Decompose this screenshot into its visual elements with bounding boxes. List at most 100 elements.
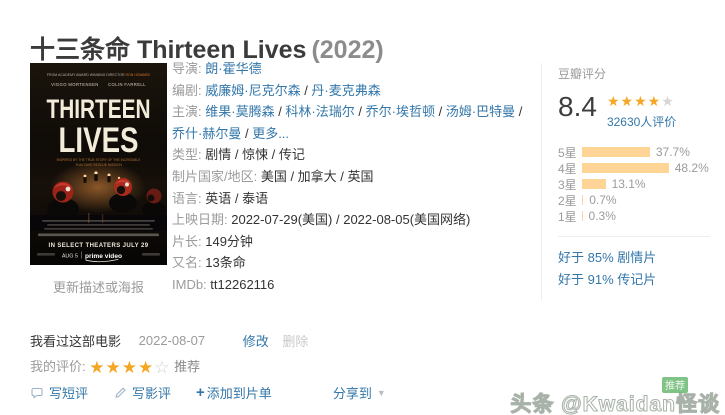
info-text: / (241, 125, 253, 141)
write-review-label: 写影评 (132, 386, 172, 401)
my-rating-label: 我的评价: (30, 359, 86, 374)
info-label: 编剧: (172, 82, 206, 98)
info-link[interactable]: 乔什·赫尔曼 (172, 125, 242, 141)
update-poster-link[interactable]: 更新描述或海报 (52, 280, 144, 295)
info-text: / (354, 104, 366, 120)
my-status-line: 我看过这部电影 2022-08-07 修改 删除 (30, 331, 308, 350)
info-link[interactable]: 更多... (252, 125, 290, 141)
info-link[interactable]: 科林·法瑞尔 (285, 104, 355, 120)
info-label: 制片国家/地区: (172, 168, 261, 184)
info-row: 语言: 英语 / 泰语 (172, 188, 532, 210)
info-row: 导演: 朗·霍华德 (172, 58, 532, 80)
edit-link[interactable]: 修改 (242, 334, 269, 349)
hist-bar (582, 147, 650, 157)
hist-pct: 48.2% (674, 161, 709, 175)
star-full-icon: ★ (121, 358, 138, 377)
svg-text:AUG 5: AUG 5 (62, 254, 78, 260)
rating-panel: 豆瓣评分 8.4 ★★★★★ 32630人评价 5星 37.7% 4星 48.2% 3星… (541, 63, 725, 301)
info-row: 又名: 13条命 (172, 252, 532, 274)
info-link[interactable]: 朗·霍华德 (205, 61, 262, 76)
hist-pct: 13.1% (611, 177, 646, 191)
info-link[interactable]: 乔尔·埃哲顿 (365, 104, 435, 120)
info-text: tt12262116 (210, 276, 275, 292)
info-row: 上映日期: 2022-07-29(美国) / 2022-08-05(美国网络) (172, 209, 532, 231)
info-text: 美国 / 加拿大 / 英国 (260, 168, 374, 184)
share-button[interactable]: 分享到 ▼ (333, 383, 386, 402)
rating-stars: ★★★★★ (607, 94, 676, 108)
write-short-review-label: 写短评 (49, 386, 89, 401)
info-text: 2022-07-29(美国) / 2022-08-05(美国网络) (231, 212, 471, 228)
delete-link[interactable]: 删除 (282, 334, 309, 349)
movie-year: (2022) (311, 35, 384, 64)
info-row: IMDb: tt12262116 (172, 274, 532, 296)
chevron-down-icon: ▼ (376, 387, 386, 398)
watermark-badge: 推荐 (662, 377, 688, 393)
hist-bar (582, 179, 606, 189)
collect-date: 2022-08-07 (138, 333, 206, 348)
collect-status: 我看过这部电影 (30, 334, 122, 349)
star-full-icon: ★ (89, 358, 106, 377)
info-text: 149分钟 (205, 233, 253, 249)
write-short-review-button[interactable]: 写短评 (30, 383, 88, 402)
add-to-list-button[interactable]: + 添加到片单 (196, 383, 272, 402)
hist-bar (582, 211, 583, 221)
hist-label: 2星 (558, 193, 577, 208)
info-link[interactable]: 威廉姆·尼克尔森 (205, 82, 301, 98)
svg-text:VIGGO MORTENSEN COLIN FAR: VIGGO MORTENSEN COLIN FARRELL (51, 82, 146, 87)
rating-histogram: 5星 37.7% 4星 48.2% 3星 13.1% 2星 0.7% 1星 0.3% (558, 144, 725, 224)
star-full-icon: ★ (138, 358, 155, 377)
action-bar: 写短评 写影评 + 添加到片单 分享到 ▼ (30, 383, 411, 402)
svg-text:FROM ACADEMY AWARD WINNING DIR: FROM ACADEMY AWARD WINNING DIRECTOR RON … (47, 73, 151, 77)
watermark-text: 头条 @Kwaidan怪谈 (510, 393, 720, 415)
hist-bar (582, 195, 584, 205)
svg-text:LIVES: LIVES (59, 121, 139, 160)
info-label: 类型: (172, 147, 206, 163)
hist-pct: 0.7% (589, 193, 617, 207)
poster-credits-block (38, 220, 159, 237)
star-full-icon: ★ (606, 93, 621, 109)
my-status: 我看过这部电影 2022-08-07 修改 删除 我的评价: ★★★★☆ 推荐 (30, 331, 308, 378)
info-label: 语言: (172, 190, 206, 206)
info-link[interactable]: 维果·莫腾森 (205, 104, 275, 120)
hist-row: 4星 48.2% (558, 160, 725, 176)
diver-right (109, 178, 137, 213)
hist-row: 3星 13.1% (558, 176, 725, 192)
info-link[interactable]: 丹·麦克弗森 (311, 82, 381, 98)
movie-poster[interactable]: FROM ACADEMY AWARD WINNING DIRECTOR RON … (30, 63, 167, 265)
star-full-icon: ★ (647, 93, 662, 109)
hist-row: 1星 0.3% (558, 208, 725, 224)
info-row: 编剧: 威廉姆·尼克尔森 / 丹·麦克弗森 (172, 80, 532, 102)
info-label: 片长: (172, 233, 206, 249)
better-than-link[interactable]: 好于 91% 传记片 (558, 272, 657, 287)
star-empty-icon: ☆ (154, 358, 171, 377)
svg-text:IN SELECT THEATERS JULY 29: IN SELECT THEATERS JULY 29 (49, 243, 149, 249)
my-rating-stars[interactable]: ★★★★☆ (89, 358, 170, 377)
info-row: 制片国家/地区: 美国 / 加拿大 / 英国 (172, 166, 532, 188)
svg-text:THIRTEEN: THIRTEEN (47, 94, 151, 124)
info-label: IMDb: (172, 276, 211, 292)
info-text: 剧情 / 惊悚 / 传记 (205, 147, 305, 163)
hist-bar (582, 163, 669, 173)
better-than-link[interactable]: 好于 85% 剧情片 (558, 250, 657, 265)
movie-title: 十三条命 Thirteen Lives (30, 35, 307, 64)
svg-text:prime video: prime video (85, 253, 122, 260)
info-row: 类型: 剧情 / 惊悚 / 传记 (172, 144, 532, 166)
info-link[interactable]: 汤姆·巴特曼 (445, 104, 516, 120)
hist-label: 3星 (558, 177, 577, 192)
share-label: 分享到 (332, 386, 372, 401)
hist-row: 5星 37.7% (558, 144, 725, 160)
info-label: 导演: (172, 61, 206, 76)
star-full-icon: ★ (620, 93, 635, 109)
hist-label: 4星 (558, 161, 577, 176)
diver-far-right (142, 188, 166, 219)
hist-pct: 37.7% (655, 145, 690, 159)
rating-votes-link[interactable]: 32630人评价 (606, 115, 677, 129)
prime-video-row: AUG 5 prime video (37, 251, 160, 263)
my-rating-line: 我的评价: ★★★★☆ 推荐 (30, 356, 308, 378)
poster-top-credit: FROM ACADEMY AWARD WINNING DIRECTOR (47, 73, 126, 77)
diver-left (47, 181, 79, 220)
rating-divider (558, 236, 710, 237)
hist-row: 2星 0.7% (558, 192, 725, 208)
info-label: 又名: (172, 255, 206, 271)
write-review-button[interactable]: 写影评 (113, 383, 171, 402)
